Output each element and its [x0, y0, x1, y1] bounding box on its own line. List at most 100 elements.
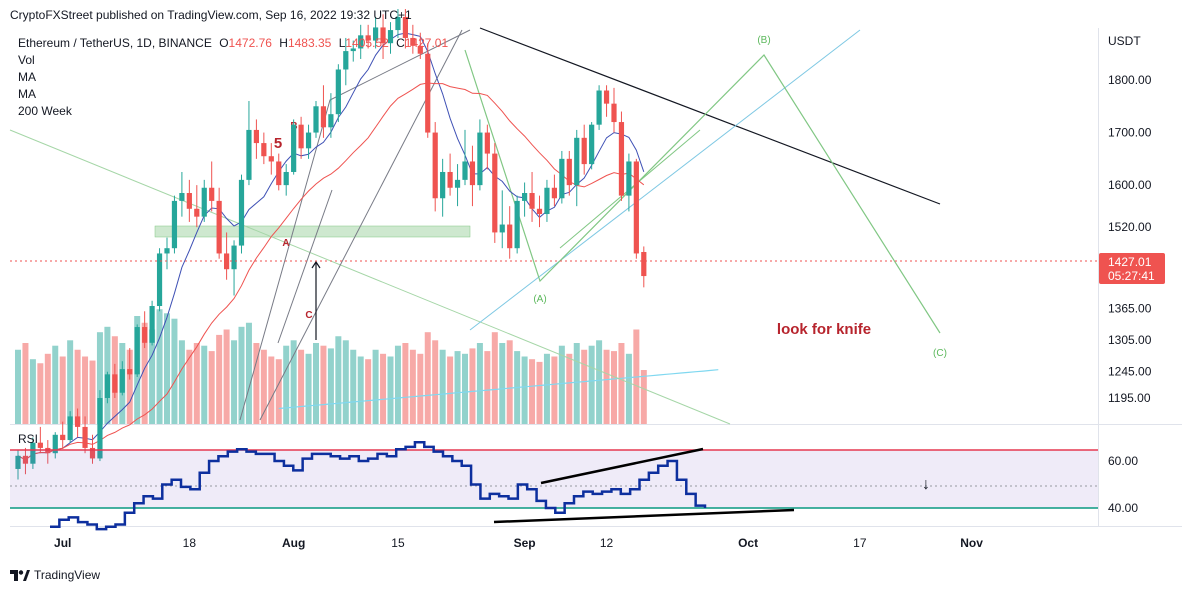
- symbol-name[interactable]: Ethereum / TetherUS, 1D, BINANCE: [18, 36, 212, 50]
- volume-bar: [372, 349, 379, 424]
- indicator-vol[interactable]: Vol: [18, 53, 35, 67]
- volume-bar: [447, 356, 454, 424]
- rsi-upper-trendline: [540, 447, 704, 485]
- price-tick-label: 1245.00: [1108, 365, 1152, 379]
- rsi-tick-label: 40.00: [1108, 501, 1138, 515]
- volume-bar: [350, 349, 357, 424]
- cyan-channel-line: [469, 29, 861, 331]
- time-tick-label: 17: [853, 536, 867, 550]
- volume-bar: [268, 356, 275, 424]
- time-tick-label: 18: [183, 536, 197, 550]
- wave-label: C: [305, 310, 312, 321]
- time-tick-label: Oct: [738, 536, 758, 550]
- rsi-down-arrow-icon: ↓: [922, 476, 930, 493]
- last-price-badge-bg: [1099, 253, 1165, 284]
- rsi-pane[interactable]: [10, 426, 1098, 526]
- symbol-row[interactable]: Ethereum / TetherUS, 1D, BINANCE O1472.7…: [18, 35, 448, 52]
- candle-body: [112, 374, 118, 393]
- price-tick-label: 1365.00: [1108, 302, 1152, 316]
- candle-body: [335, 69, 341, 115]
- volume-bar: [89, 360, 96, 424]
- candle-body: [618, 122, 625, 196]
- candle-body: [350, 48, 356, 52]
- volume-bar: [253, 343, 260, 424]
- indicator-ma-2[interactable]: MA: [18, 87, 36, 101]
- open-label: O: [219, 36, 229, 50]
- price-tick-label: 1800.00: [1108, 73, 1152, 87]
- candle-body: [97, 398, 103, 459]
- volume-bar: [566, 353, 573, 424]
- candle-body: [559, 158, 565, 199]
- volume-bar: [126, 349, 133, 424]
- volume-bar: [491, 332, 498, 424]
- candle-body: [67, 416, 73, 441]
- volume-bar: [380, 353, 387, 424]
- indicator-200-week[interactable]: 200 Week: [18, 104, 72, 118]
- volume-bar: [558, 345, 565, 424]
- rsi-axis[interactable]: 40.00 60.00: [1108, 454, 1138, 515]
- volume-bar: [484, 351, 491, 424]
- candle-body: [276, 161, 282, 186]
- candle-body: [320, 106, 327, 128]
- volume-bar: [365, 359, 372, 424]
- projection-arrow: [277, 189, 333, 344]
- volume-bar: [193, 343, 200, 424]
- rsi-legend[interactable]: RSI: [18, 432, 39, 446]
- candle-body: [522, 193, 528, 201]
- candle-body: [581, 137, 587, 165]
- volume-bar: [305, 353, 312, 424]
- volume-bar: [238, 326, 245, 424]
- candle-body: [551, 187, 557, 199]
- volume-bar: [52, 345, 59, 424]
- candle-body: [484, 132, 490, 154]
- candle-body: [142, 327, 148, 343]
- candle-body: [127, 369, 133, 375]
- candle-body: [365, 35, 371, 41]
- tradingview-brand[interactable]: TradingView: [10, 568, 100, 582]
- candle-body: [529, 193, 535, 209]
- candle-body: [641, 252, 647, 277]
- candle-body: [37, 442, 43, 448]
- support-zone: [154, 225, 471, 238]
- candle-body: [380, 27, 386, 44]
- candle-body: [544, 187, 550, 215]
- volume-bar: [96, 332, 103, 424]
- candle-body: [179, 193, 185, 201]
- wma-200-week-path: [278, 369, 719, 410]
- volume-bar: [149, 329, 156, 424]
- volume-bar: [171, 318, 178, 424]
- candle-body: [633, 161, 639, 254]
- volume-bar: [335, 336, 342, 424]
- chart-legend: Ethereum / TetherUS, 1D, BINANCE O1472.7…: [18, 35, 448, 120]
- tradingview-brand-name: TradingView: [34, 568, 101, 582]
- volume-bar: [22, 343, 29, 424]
- elliott-wave-path: [464, 49, 941, 334]
- volume-bar: [618, 343, 625, 424]
- indicator-ma-1[interactable]: MA: [18, 70, 36, 84]
- volume-bar: [424, 332, 431, 424]
- candle-body: [268, 156, 274, 162]
- volume-bar: [29, 359, 36, 424]
- volume-bar: [417, 353, 424, 424]
- volume-bar: [208, 351, 215, 424]
- price-axis[interactable]: 1195.001245.001305.001365.001440.001520.…: [1108, 73, 1152, 405]
- volume-bar: [67, 340, 74, 424]
- volume-bar: [44, 353, 51, 424]
- price-tick-label: 1700.00: [1108, 126, 1152, 140]
- volume-bar: [223, 329, 230, 424]
- time-axis[interactable]: Jul 18 Aug 15 Sep 12 Oct 17 Nov: [54, 536, 983, 550]
- volume-bar: [290, 340, 297, 424]
- price-tick-label: 1520.00: [1108, 220, 1152, 234]
- candle-body: [82, 426, 88, 448]
- candle-body: [626, 161, 632, 196]
- volume-bar: [625, 353, 632, 424]
- candle-body: [343, 51, 349, 70]
- volume-bar: [186, 349, 193, 424]
- candle-body: [574, 137, 580, 186]
- last-price-value: 1427.01: [1108, 255, 1152, 269]
- publisher-line: CryptoFXStreet published on TradingView.…: [10, 8, 412, 22]
- high-label: H: [279, 36, 288, 50]
- close-value: 1427.01: [404, 36, 449, 50]
- candle-body: [440, 171, 446, 199]
